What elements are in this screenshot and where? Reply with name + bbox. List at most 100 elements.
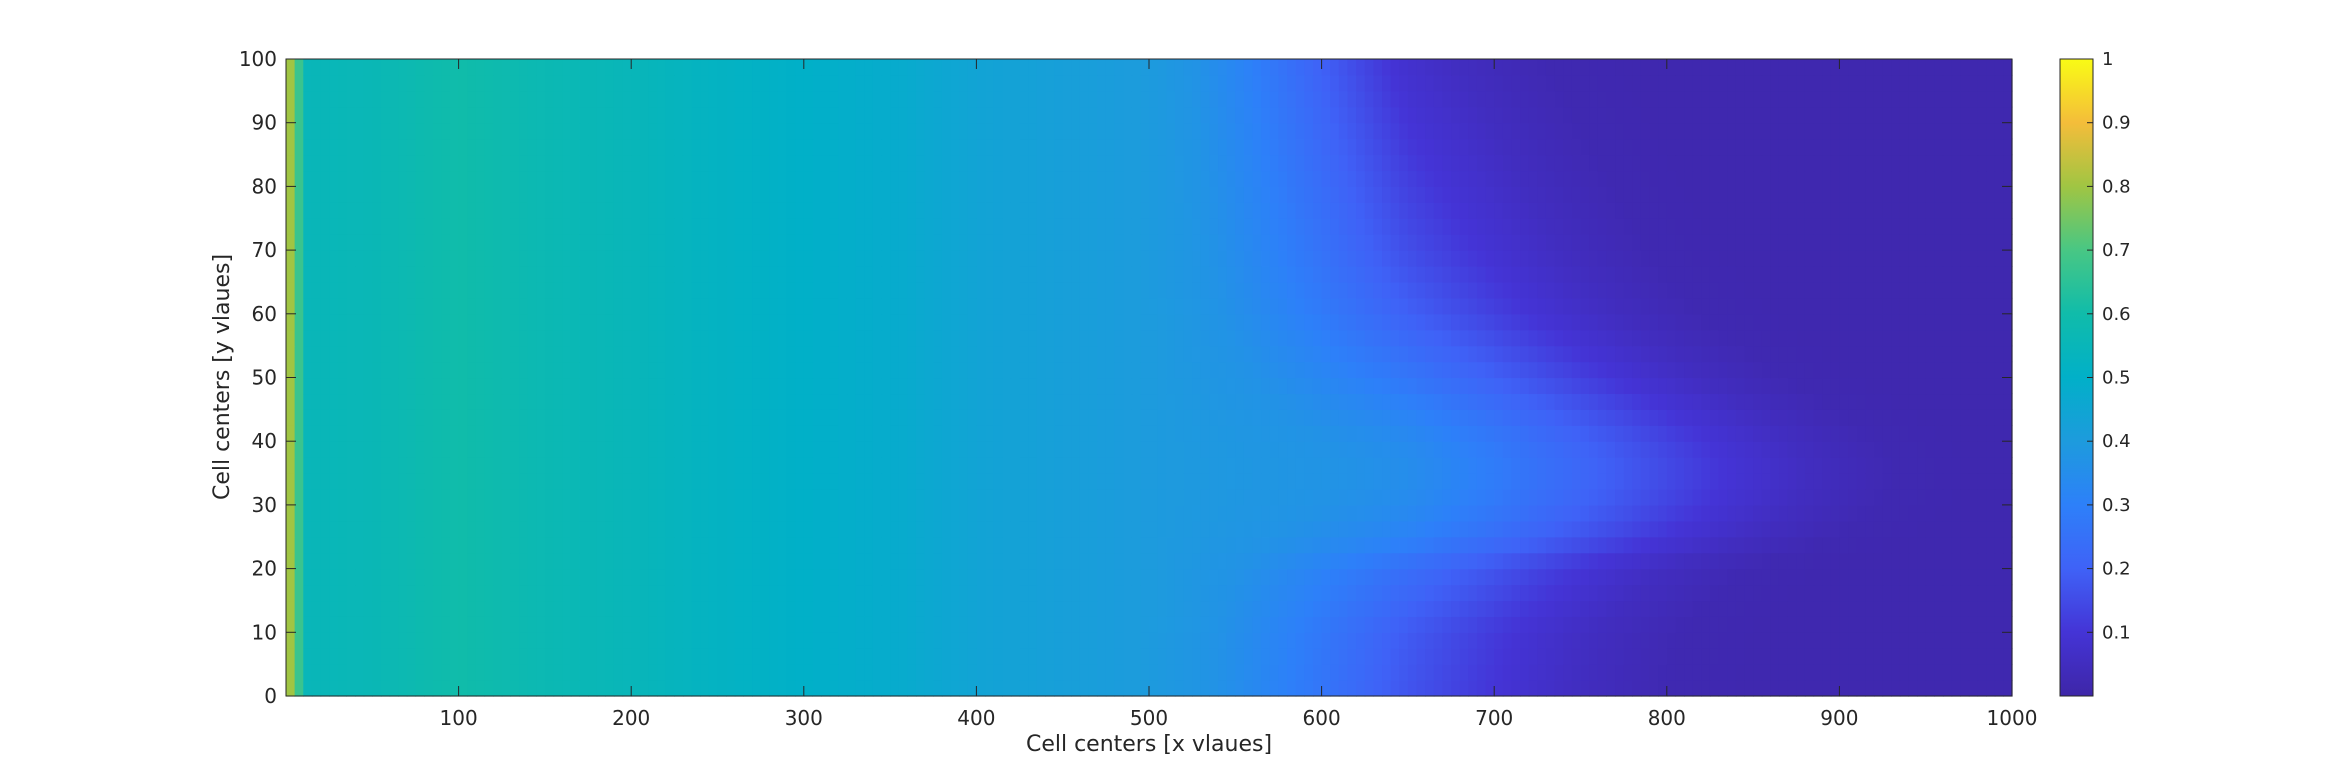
heat-cell: [1580, 473, 1590, 490]
heat-cell: [1960, 313, 1970, 331]
heat-cell: [1140, 473, 1150, 490]
heat-cell: [1183, 568, 1193, 586]
heat-cell: [950, 504, 960, 522]
heat-cell: [596, 377, 606, 395]
heat-cell: [337, 425, 348, 442]
heat-cell: [898, 616, 908, 633]
heat-cell: [907, 664, 917, 681]
heat-cell: [1347, 473, 1357, 490]
heat-cell: [812, 393, 822, 410]
heat-cell: [1942, 568, 1953, 586]
heat-cell: [1727, 345, 1737, 363]
heat-cell: [769, 377, 779, 395]
heat-cell: [1347, 361, 1357, 379]
heat-cell: [1131, 377, 1141, 395]
heat-cell: [380, 504, 391, 522]
heat-cell: [976, 584, 986, 602]
heat-cell: [432, 488, 442, 506]
heat-cell: [1848, 520, 1858, 538]
heat-cell: [605, 584, 615, 602]
heat-cell: [570, 568, 581, 586]
heat-cell: [1744, 504, 1754, 522]
heat-cell: [1243, 584, 1254, 602]
heat-cell: [1045, 584, 1055, 602]
heat-cell: [1425, 520, 1435, 538]
heat-cell: [1149, 664, 1159, 681]
heat-cell: [1218, 632, 1228, 649]
heat-cell: [1019, 425, 1029, 442]
heat-cell: [1174, 504, 1185, 522]
heat-cell: [864, 425, 874, 442]
heat-cell: [1330, 361, 1340, 379]
heat-cell: [536, 409, 546, 426]
heat-cell: [631, 457, 641, 474]
heat-cell: [1865, 648, 1875, 665]
heat-cell: [1848, 552, 1858, 570]
heat-cell: [657, 680, 667, 697]
heat-cell: [1071, 504, 1081, 522]
heat-cell: [424, 473, 434, 490]
heat-cell: [1243, 664, 1254, 681]
heat-cell: [1770, 568, 1780, 586]
heat-cell: [743, 457, 753, 474]
heat-cell: [355, 632, 365, 649]
heat-cell: [510, 313, 520, 331]
heat-cell: [1226, 297, 1236, 315]
heat-cell: [1701, 473, 1711, 490]
heat-cell: [1718, 648, 1728, 665]
heat-cell: [1925, 552, 1935, 570]
heat-cell: [890, 297, 900, 315]
heat-cell: [519, 473, 529, 490]
heat-cell: [1960, 664, 1970, 681]
heat-cell: [1028, 329, 1038, 347]
heat-cell: [1891, 664, 1901, 681]
heat-cell: [691, 648, 701, 665]
heat-cell: [1494, 441, 1504, 458]
heat-cell: [1520, 473, 1530, 490]
heat-cell: [1382, 393, 1392, 410]
heat-cell: [320, 600, 330, 617]
heat-cell: [1097, 680, 1107, 697]
heat-cell: [846, 297, 857, 315]
heat-cell: [1028, 584, 1038, 602]
heat-cell: [1770, 345, 1780, 363]
heat-cell: [1123, 504, 1133, 522]
heat-cell: [1615, 632, 1625, 649]
heat-cell: [915, 409, 926, 426]
heat-cell: [1114, 329, 1124, 347]
heat-cell: [1917, 568, 1927, 586]
heat-cell: [1243, 568, 1254, 586]
heat-cell: [700, 488, 710, 506]
heat-cell: [1494, 297, 1504, 315]
heat-cell: [1399, 632, 1409, 649]
heat-cell: [855, 441, 865, 458]
heat-cell: [1399, 520, 1409, 538]
heat-cell: [1010, 409, 1021, 426]
heat-cell: [1045, 600, 1055, 617]
heat-cell: [1278, 441, 1288, 458]
heat-cell: [985, 520, 995, 538]
heat-cell: [1563, 345, 1573, 363]
heat-cell: [665, 648, 675, 665]
heat-cell: [519, 345, 529, 363]
heat-cell: [1589, 297, 1599, 315]
heat-cell: [1166, 648, 1176, 665]
heat-cell: [527, 488, 537, 506]
heat-cell: [1545, 568, 1556, 586]
heat-cell: [424, 361, 434, 379]
heat-cell: [1968, 568, 1979, 586]
heat-cell: [1494, 313, 1504, 331]
heat-cell: [769, 473, 779, 490]
heat-cell: [1192, 425, 1202, 442]
heat-cell: [1105, 552, 1116, 570]
heat-cell: [622, 345, 632, 363]
heat-cell: [337, 680, 348, 697]
heat-cell: [1778, 520, 1789, 538]
heat-cell: [1813, 457, 1823, 474]
heat-cell: [493, 409, 503, 426]
heat-cell: [1321, 377, 1331, 395]
heat-cell: [1364, 377, 1374, 395]
heat-cell: [1873, 680, 1884, 697]
heat-cell: [1701, 600, 1711, 617]
heat-cell: [579, 616, 589, 633]
